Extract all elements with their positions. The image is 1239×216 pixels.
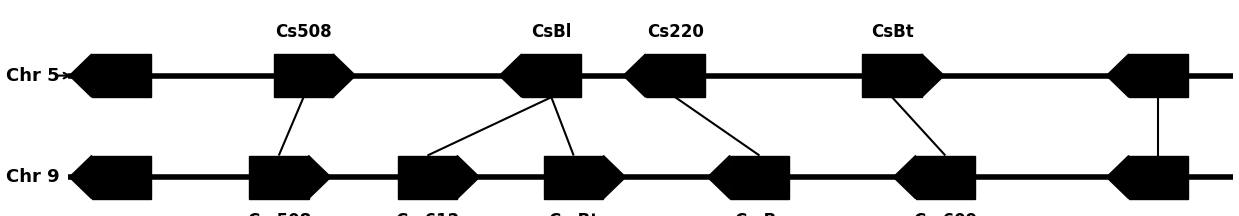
Bar <box>862 54 922 97</box>
Bar <box>730 156 789 199</box>
Text: CsBl: CsBl <box>532 23 571 41</box>
Text: CsBt: CsBt <box>871 23 913 41</box>
Bar <box>1129 156 1188 199</box>
Bar <box>544 156 603 199</box>
Polygon shape <box>623 54 646 97</box>
Text: Cs220: Cs220 <box>647 23 704 41</box>
Text: Cm508: Cm508 <box>247 212 311 216</box>
Bar <box>249 156 309 199</box>
Bar <box>522 54 581 97</box>
Polygon shape <box>333 54 356 97</box>
Bar <box>398 156 457 199</box>
Text: Cm612: Cm612 <box>395 212 460 216</box>
Bar <box>646 54 705 97</box>
Bar <box>1129 54 1188 97</box>
Text: Chr 9: Chr 9 <box>6 168 59 186</box>
Bar <box>274 54 333 97</box>
Text: Cs508: Cs508 <box>275 23 332 41</box>
Polygon shape <box>309 156 331 199</box>
Bar <box>92 54 151 97</box>
Text: CmBt: CmBt <box>549 212 598 216</box>
Polygon shape <box>893 156 916 199</box>
Bar <box>916 156 975 199</box>
Polygon shape <box>499 54 522 97</box>
Polygon shape <box>603 156 626 199</box>
Polygon shape <box>922 54 944 97</box>
Polygon shape <box>1106 54 1129 97</box>
Polygon shape <box>457 156 479 199</box>
Polygon shape <box>1106 156 1129 199</box>
Polygon shape <box>707 156 730 199</box>
Bar <box>92 156 151 199</box>
Polygon shape <box>69 156 92 199</box>
Text: Cm609: Cm609 <box>913 212 978 216</box>
Text: CmBr: CmBr <box>735 212 784 216</box>
Text: Chr 5: Chr 5 <box>6 67 59 85</box>
Polygon shape <box>69 54 92 97</box>
